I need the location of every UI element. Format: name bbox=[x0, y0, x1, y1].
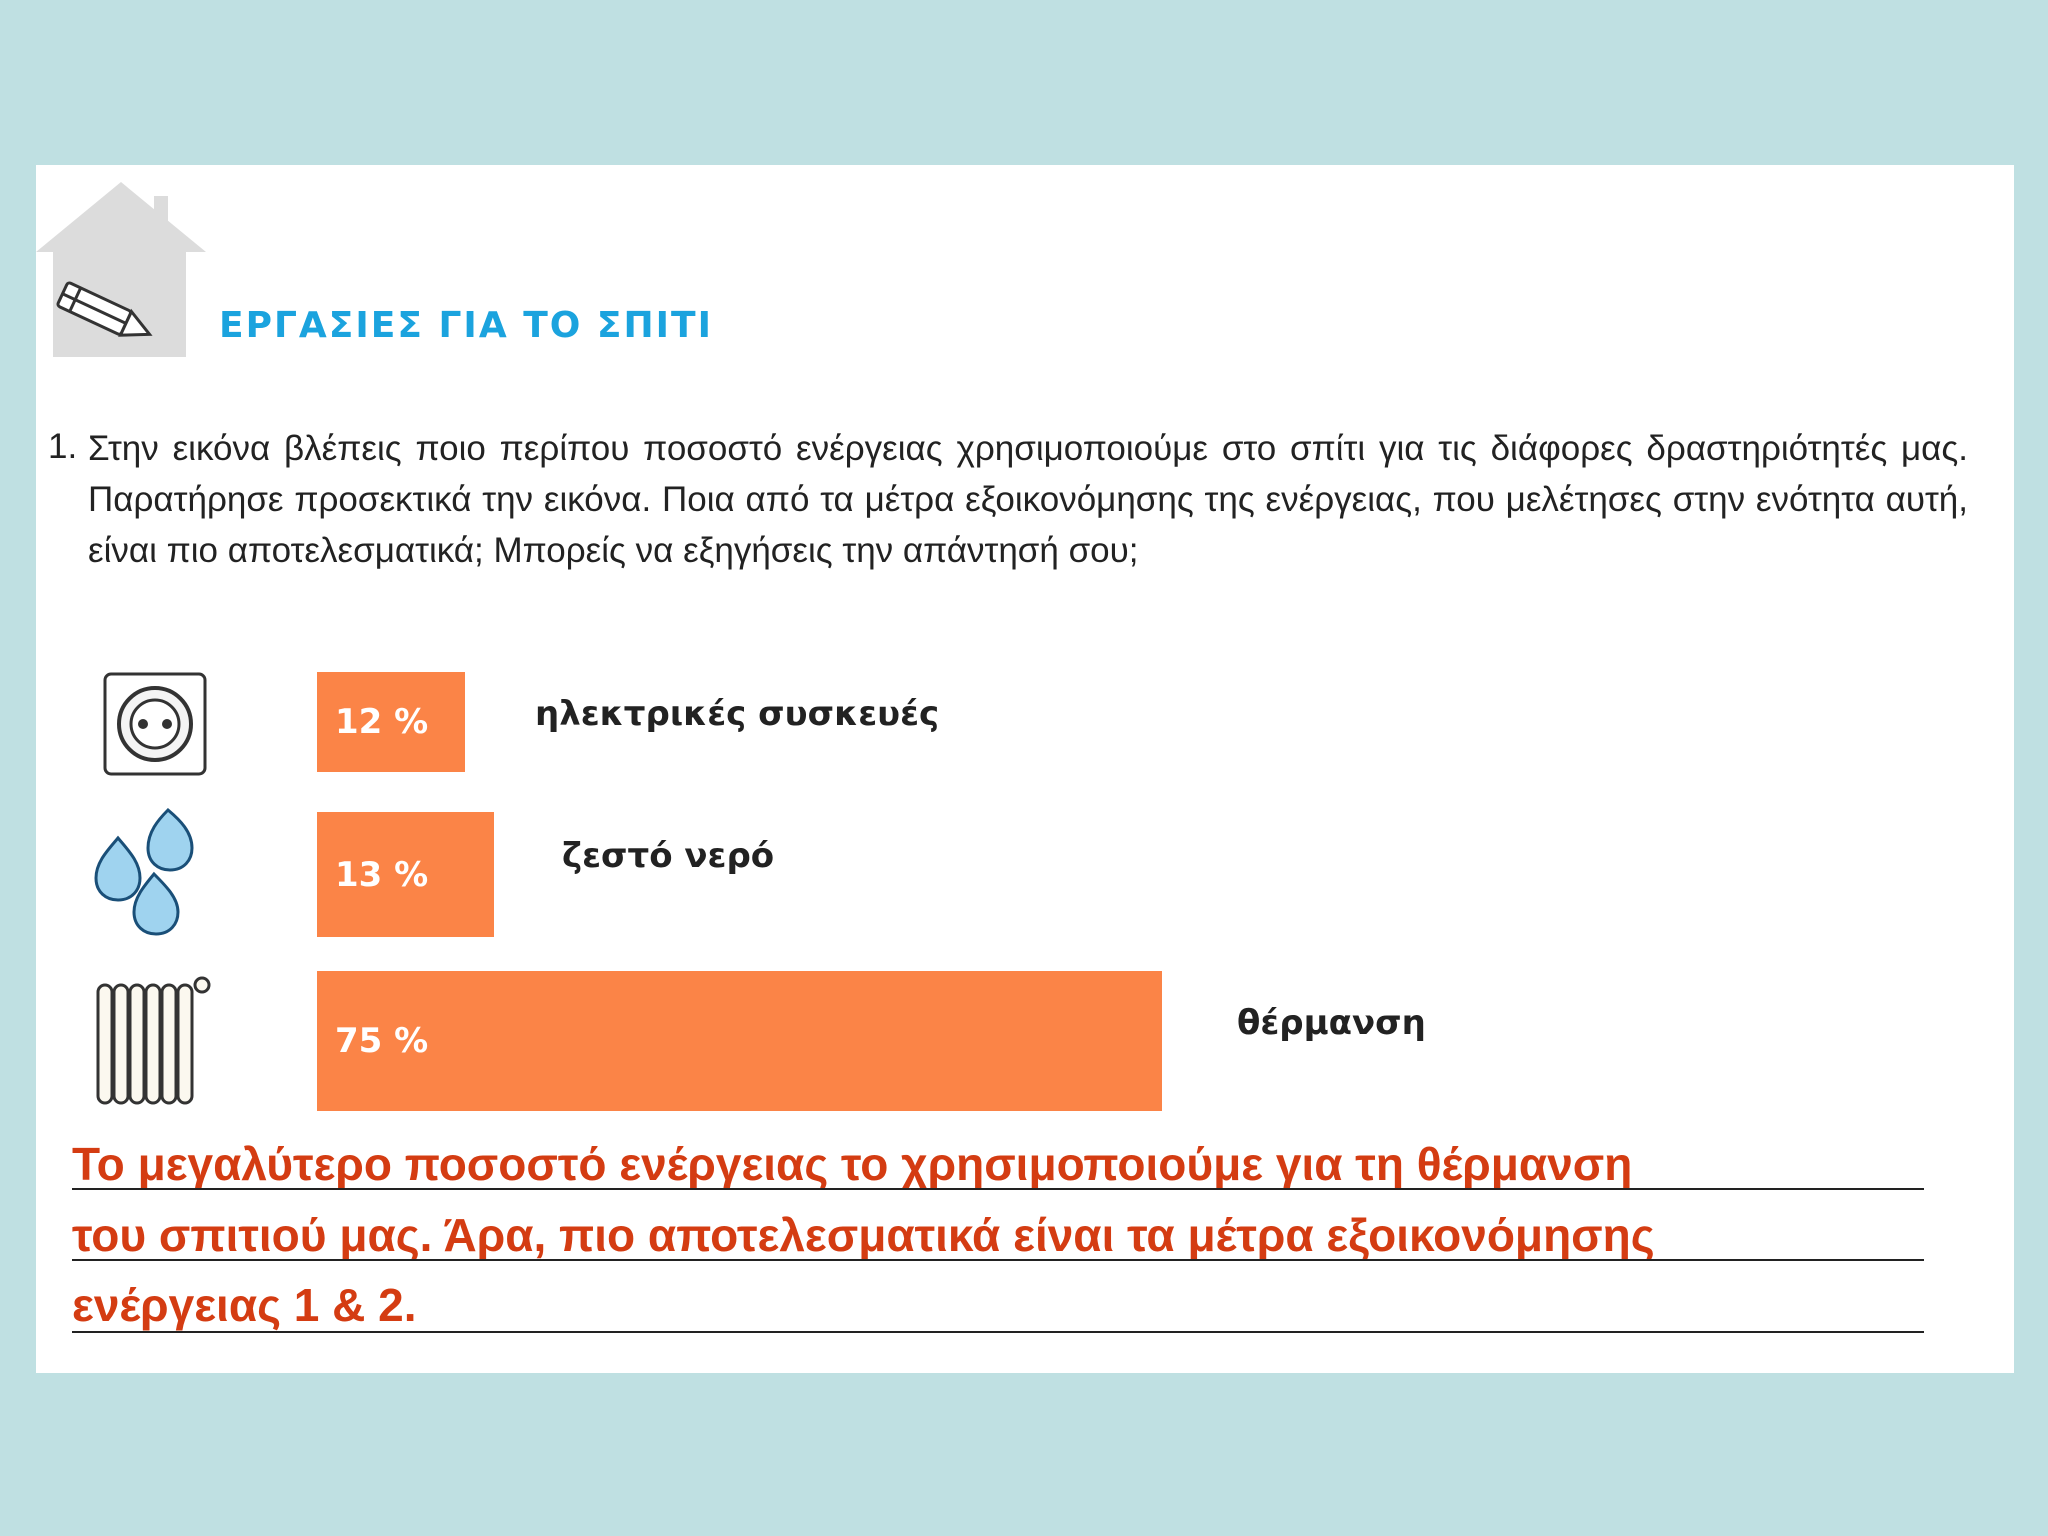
water-drops-icon bbox=[94, 808, 194, 936]
answer-line-3: ενέργειας 1 & 2. bbox=[72, 1279, 417, 1331]
task-number: 1. bbox=[48, 427, 78, 466]
task-question: Στην εικόνα βλέπεις ποιο περίπου ποσοστό… bbox=[88, 429, 1968, 570]
worksheet-page: ΕΡΓΑΣΙΕΣ ΓΙΑ ΤΟ ΣΠΙΤΙ 1. Στην εικόνα βλέ… bbox=[36, 165, 2014, 1373]
bar-category-label-2: ζεστό νερό bbox=[562, 836, 775, 876]
answer-line-1: Το μεγαλύτερο ποσοστό ενέργειας το χρησι… bbox=[72, 1138, 1633, 1190]
house-pencil-icon bbox=[36, 182, 206, 357]
answer-rule-3 bbox=[72, 1331, 1924, 1333]
answer-line-2: του σπιτιού μας. Άρα, πιο αποτελεσματικά… bbox=[72, 1209, 1655, 1261]
bar-value-label-2: 13 % bbox=[335, 854, 429, 895]
answer-rule-1 bbox=[72, 1188, 1924, 1190]
bar-value-label-3: 75 % bbox=[335, 1021, 429, 1061]
answer-rule-2 bbox=[72, 1259, 1924, 1261]
radiator-icon bbox=[96, 976, 211, 1105]
bar-value-label-1: 12 % bbox=[335, 702, 429, 742]
bar-category-label-1: ηλεκτρικές συσκευές bbox=[535, 694, 940, 734]
section-title: ΕΡΓΑΣΙΕΣ ΓΙΑ ΤΟ ΣΠΙΤΙ bbox=[219, 305, 713, 346]
bar-3 bbox=[317, 971, 1162, 1111]
bar-category-label-3: θέρμανση bbox=[1237, 1003, 1426, 1043]
bar-2 bbox=[317, 812, 494, 937]
power-socket-icon bbox=[103, 672, 207, 776]
bar-1 bbox=[317, 672, 465, 772]
